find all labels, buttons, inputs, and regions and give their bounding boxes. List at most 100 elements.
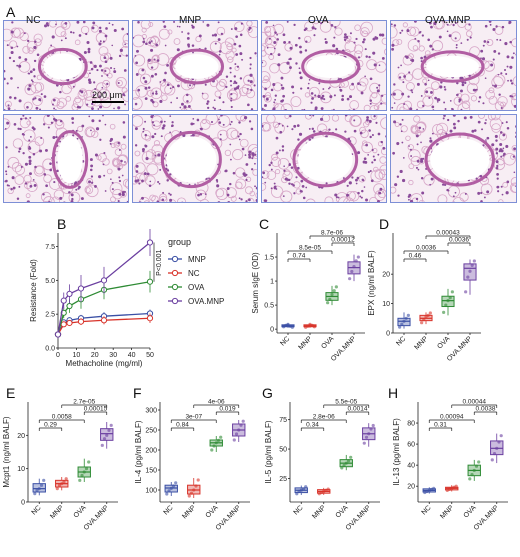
x-tick-label-D: MNP: [413, 335, 429, 351]
x-tick-label-B: 20: [91, 352, 99, 359]
y-tick-label-H: 40: [407, 463, 415, 470]
panel-label-a: A: [6, 4, 16, 20]
point-D: [468, 269, 472, 273]
y-axis-label-D: EPX (ng/ml BALF): [367, 250, 376, 316]
legend-marker-OVA.MNP: [171, 297, 179, 305]
point-E: [35, 488, 39, 492]
point-F: [239, 423, 243, 427]
x-tick-label-B: 50: [146, 352, 154, 359]
point-D: [402, 319, 406, 323]
point-NC: [60, 321, 67, 328]
point-E: [78, 478, 82, 482]
x-tick-label-E: MNP: [49, 504, 65, 520]
y-tick-label-F: 100: [145, 488, 157, 495]
x-tick-label-F: MNP: [181, 504, 197, 520]
point-OVA.MNP: [77, 285, 85, 292]
point-D: [404, 316, 408, 320]
series-line-OVA: [57, 281, 151, 335]
point-G: [344, 461, 348, 465]
point-D: [422, 318, 426, 322]
series-line-OVA.MNP: [57, 241, 151, 335]
point-F: [165, 492, 169, 496]
pvalue-label-C: 8.7e-06: [321, 230, 343, 237]
point-E: [39, 483, 44, 487]
x-tick-label-B: 10: [73, 352, 81, 359]
point-G: [367, 432, 371, 436]
point-E: [107, 428, 111, 432]
point-C: [312, 325, 316, 329]
point-F: [232, 438, 236, 442]
x-tick-label-E: NC: [31, 504, 43, 516]
point-C: [290, 325, 294, 329]
point-C: [356, 255, 360, 259]
point-F: [214, 441, 218, 445]
pvalue-label-E: 0.00015: [84, 406, 108, 413]
pvalue-label-D: 0.0036: [416, 245, 436, 252]
x-tick-label-H: OVA.MNP: [473, 504, 501, 532]
y-tick-label-E: 10: [17, 466, 25, 473]
x-tick-label-G: OVA: [335, 504, 350, 519]
point-F: [212, 444, 216, 448]
panel-label-g: G: [262, 385, 273, 401]
point-NC: [100, 317, 108, 324]
point-F: [187, 494, 191, 498]
point-D: [400, 322, 404, 326]
y-tick-label-D: 10: [382, 301, 390, 308]
x-tick-label-G: NC: [293, 504, 305, 516]
pvalue-label-H: 0.31: [434, 422, 447, 429]
point-F: [167, 489, 171, 493]
point-G: [369, 427, 373, 431]
x-tick-label-E: OVA: [73, 504, 88, 519]
point-D: [450, 290, 454, 294]
point-H: [474, 464, 479, 468]
point-C: [328, 297, 332, 301]
micrograph-nc-top: [3, 20, 129, 111]
point-E: [102, 437, 107, 441]
y-tick-label-B: 2.5: [45, 312, 55, 319]
x-tick-label-H: MNP: [439, 504, 455, 520]
point-F: [216, 438, 221, 442]
y-axis-label-E: Mcpt1 (ng/ml BALF): [2, 416, 11, 487]
y-tick-label-H: 80: [407, 421, 415, 428]
x-tick-label-C: NC: [279, 335, 291, 347]
point-D: [472, 259, 476, 263]
x-tick-label-C: OVA: [320, 335, 335, 350]
point-G: [326, 487, 330, 491]
scale-bar-label: 200 μm: [92, 90, 123, 100]
point-OVA: [66, 302, 73, 310]
x-tick-label-G: MNP: [311, 504, 327, 520]
legend-title: group: [168, 237, 191, 247]
panel-label-b: B: [57, 216, 67, 232]
point-OVA.MNP: [100, 277, 108, 284]
point-C: [330, 292, 334, 297]
point-D: [466, 275, 470, 279]
point-E: [64, 477, 68, 481]
point-C: [352, 265, 356, 269]
point-OVA: [146, 278, 154, 285]
pvalue-label-E: 0.29: [44, 422, 57, 429]
pvalue-label-D: 0.00043: [436, 230, 460, 237]
column-label-ova: OVA: [308, 15, 329, 26]
pvalue-label-F: 0.019: [219, 406, 236, 413]
point-F: [237, 428, 241, 432]
x-tick-label-E: OVA.MNP: [83, 504, 111, 532]
point-OVA.MNP: [60, 297, 67, 304]
point-G: [349, 455, 353, 459]
point-G: [364, 435, 369, 439]
y-axis-label-F: IL-4 (pg/ml BALF): [134, 420, 143, 483]
legend-label-MNP: MNP: [188, 255, 206, 264]
point-G: [304, 485, 308, 489]
point-C: [354, 259, 358, 263]
y-tick-label-G: 25: [279, 476, 287, 483]
point-D: [470, 263, 474, 267]
point-H: [432, 486, 436, 490]
x-tick-label-G: OVA.MNP: [345, 504, 373, 532]
point-F: [241, 419, 245, 423]
panel-label-h: H: [388, 385, 399, 401]
x-tick-label-C: MNP: [297, 335, 313, 351]
point-OVA.MNP: [146, 239, 154, 246]
point-G: [371, 423, 375, 428]
point-C: [306, 324, 310, 328]
point-C: [334, 285, 338, 289]
point-D: [406, 313, 410, 317]
